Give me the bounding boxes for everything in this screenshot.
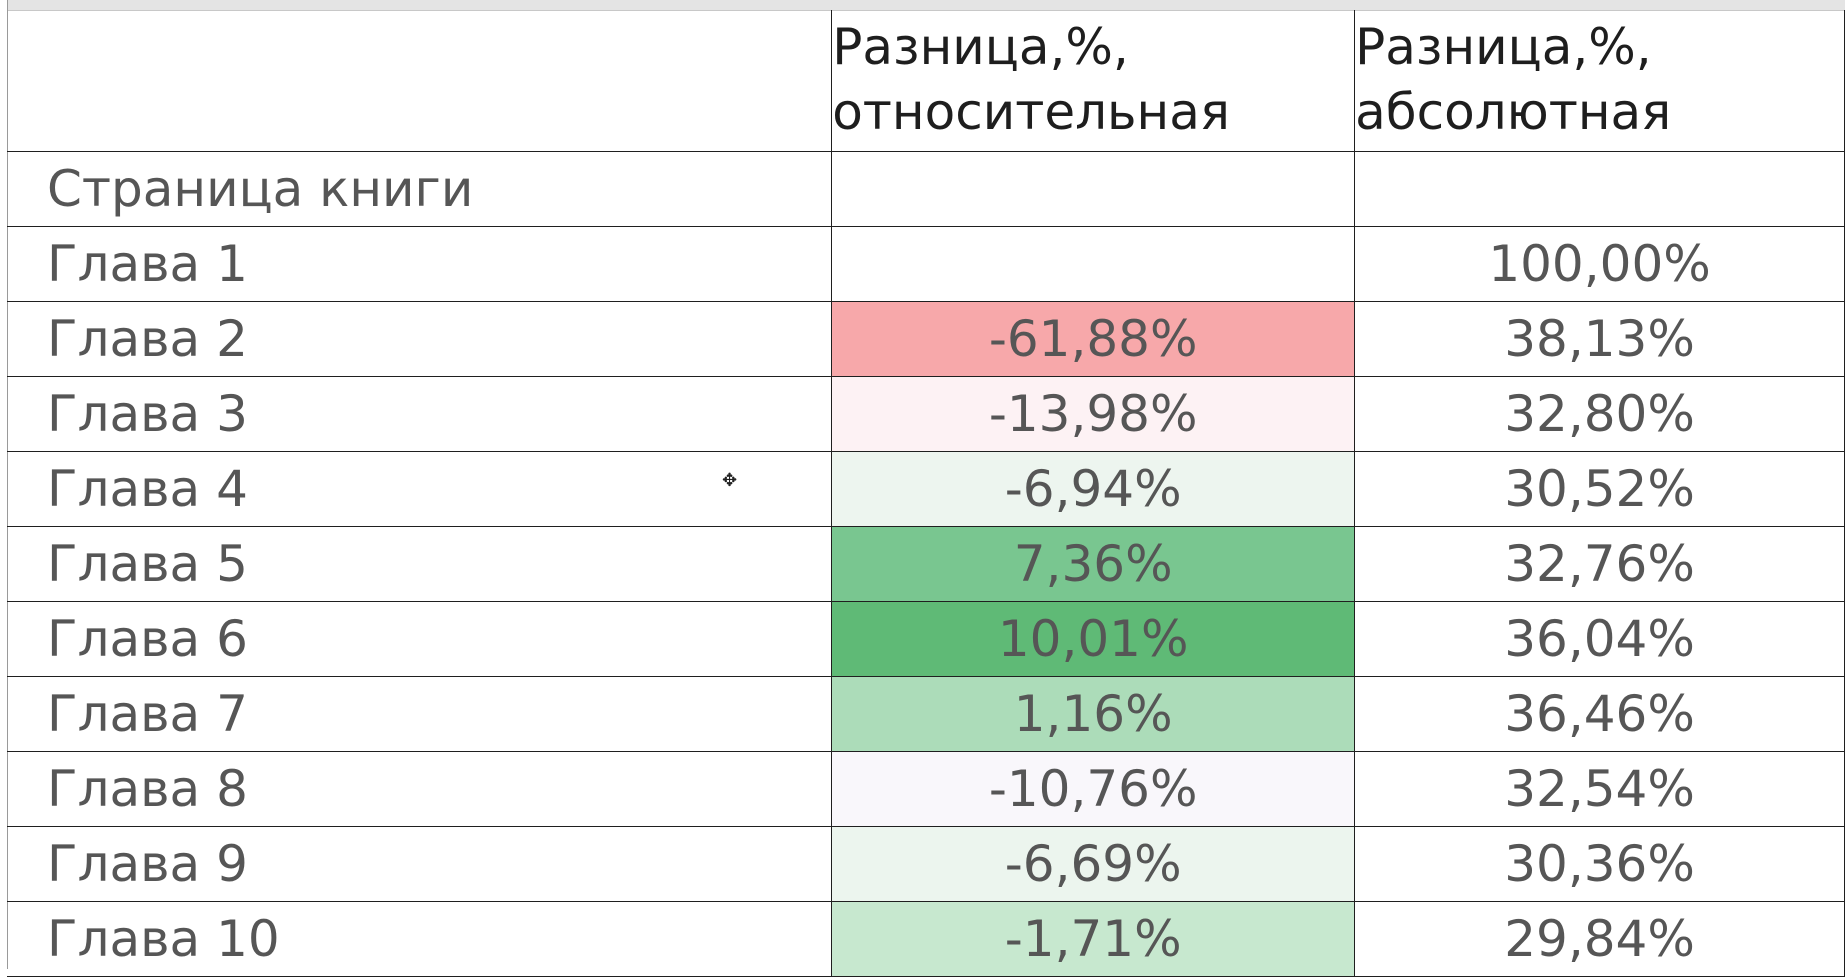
absolute-diff-cell[interactable]: 29,84%: [1354, 901, 1845, 977]
header-empty-cell[interactable]: [7, 10, 833, 152]
chapter-name-cell[interactable]: Глава 4: [7, 451, 833, 527]
move-cursor-icon: ✥: [722, 470, 738, 491]
relative-diff-cell[interactable]: -61,88%: [831, 301, 1356, 377]
chapter-name-cell[interactable]: Глава 1: [7, 226, 833, 302]
chapter-name-cell[interactable]: Глава 8: [7, 751, 833, 827]
absolute-diff-cell[interactable]: 32,54%: [1354, 751, 1845, 827]
header-relative-label: Разница,%, относительная: [832, 18, 1230, 142]
relative-diff-cell[interactable]: 7,36%: [831, 526, 1356, 602]
relative-diff-cell[interactable]: 10,01%: [831, 601, 1356, 677]
header-absolute-label: Разница,%, абсолютная: [1355, 18, 1672, 142]
chapter-name-cell[interactable]: Глава 5: [7, 526, 833, 602]
table-row: Глава 2 -61,88% 38,13%: [7, 301, 1845, 377]
table-row: Глава 4 -6,94% 30,52%: [7, 451, 1845, 527]
header-relative-cell[interactable]: Разница,%, относительная: [831, 10, 1356, 152]
table-row: Глава 6 10,01% 36,04%: [7, 601, 1845, 677]
relative-diff-cell[interactable]: -6,69%: [831, 826, 1356, 902]
spreadsheet-table: Разница,%, относительная Разница,%, абсо…: [7, 10, 1845, 977]
absolute-diff-cell[interactable]: 30,52%: [1354, 451, 1845, 527]
subheader-relative-cell[interactable]: [831, 151, 1356, 227]
chapter-name-cell[interactable]: Глава 6: [7, 601, 833, 677]
table-row: Глава 5 7,36% 32,76%: [7, 526, 1845, 602]
absolute-diff-cell[interactable]: 36,46%: [1354, 676, 1845, 752]
absolute-diff-cell[interactable]: 100,00%: [1354, 226, 1845, 302]
relative-diff-cell[interactable]: -10,76%: [831, 751, 1356, 827]
table-row: Глава 1 100,00%: [7, 226, 1845, 302]
chapter-name-cell[interactable]: Глава 10: [7, 901, 833, 977]
relative-diff-cell[interactable]: -1,71%: [831, 901, 1356, 977]
absolute-diff-cell[interactable]: 30,36%: [1354, 826, 1845, 902]
chapter-name-cell[interactable]: Глава 2: [7, 301, 833, 377]
table-row: Глава 9 -6,69% 30,36%: [7, 826, 1845, 902]
relative-diff-cell[interactable]: -13,98%: [831, 376, 1356, 452]
relative-diff-cell[interactable]: -6,94%: [831, 451, 1356, 527]
subheader-row: Страница книги: [7, 151, 1845, 227]
absolute-diff-cell[interactable]: 36,04%: [1354, 601, 1845, 677]
relative-diff-cell[interactable]: [831, 226, 1356, 302]
header-row: Разница,%, относительная Разница,%, абсо…: [7, 10, 1845, 152]
table-row: Глава 8 -10,76% 32,54%: [7, 751, 1845, 827]
subheader-absolute-cell[interactable]: [1354, 151, 1845, 227]
chapter-name-cell[interactable]: Глава 7: [7, 676, 833, 752]
table-row: Глава 7 1,16% 36,46%: [7, 676, 1845, 752]
relative-diff-cell[interactable]: 1,16%: [831, 676, 1356, 752]
table-row: Глава 10 -1,71% 29,84%: [7, 901, 1845, 977]
absolute-diff-cell[interactable]: 32,80%: [1354, 376, 1845, 452]
header-absolute-cell[interactable]: Разница,%, абсолютная: [1354, 10, 1845, 152]
chapter-name-cell[interactable]: Глава 3: [7, 376, 833, 452]
chapter-name-cell[interactable]: Глава 9: [7, 826, 833, 902]
absolute-diff-cell[interactable]: 32,76%: [1354, 526, 1845, 602]
table-row: Глава 3 -13,98% 32,80%: [7, 376, 1845, 452]
absolute-diff-cell[interactable]: 38,13%: [1354, 301, 1845, 377]
subheader-label[interactable]: Страница книги: [7, 151, 833, 227]
